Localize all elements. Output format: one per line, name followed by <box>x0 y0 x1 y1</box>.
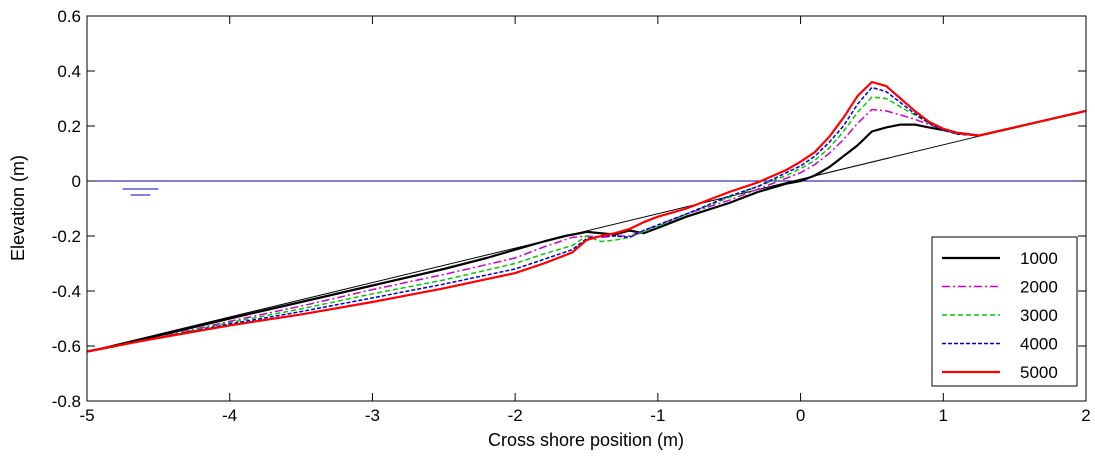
x-axis-label: Cross shore position (m) <box>488 430 684 450</box>
y-tick-label: 0 <box>72 172 81 191</box>
series-line-3000 <box>87 96 1086 353</box>
legend-label-1000: 1000 <box>1020 249 1058 268</box>
y-tick-label: 0.6 <box>57 7 81 26</box>
y-tick-label: 0.4 <box>57 62 81 81</box>
y-tick-label: -0.6 <box>52 337 81 356</box>
x-tick-label: 0 <box>796 406 805 425</box>
legend-label-2000: 2000 <box>1020 278 1058 297</box>
x-tick-label: 1 <box>939 406 948 425</box>
y-tick-label: 0.2 <box>57 117 81 136</box>
legend-label-4000: 4000 <box>1020 335 1058 354</box>
x-tick-label: -5 <box>79 406 94 425</box>
legend-box <box>931 236 1078 387</box>
legend-label-5000: 5000 <box>1020 363 1058 382</box>
x-tick-label: -2 <box>508 406 523 425</box>
series-line-2000 <box>87 108 1086 353</box>
y-tick-label: -0.8 <box>52 392 81 411</box>
x-tick-label: -4 <box>222 406 237 425</box>
series-line-1000 <box>87 109 1086 353</box>
y-tick-label: -0.2 <box>52 227 81 246</box>
x-tick-label: -1 <box>650 406 665 425</box>
y-tick-label: -0.4 <box>52 282 81 301</box>
legend-label-3000: 3000 <box>1020 306 1058 325</box>
series-line-4000 <box>87 86 1086 353</box>
plot-frame <box>86 15 1087 402</box>
x-tick-label: 2 <box>1081 406 1090 425</box>
x-tick-label: -3 <box>365 406 380 425</box>
y-axis-label: Elevation (m) <box>8 155 28 261</box>
series-line-5000 <box>87 80 1086 353</box>
